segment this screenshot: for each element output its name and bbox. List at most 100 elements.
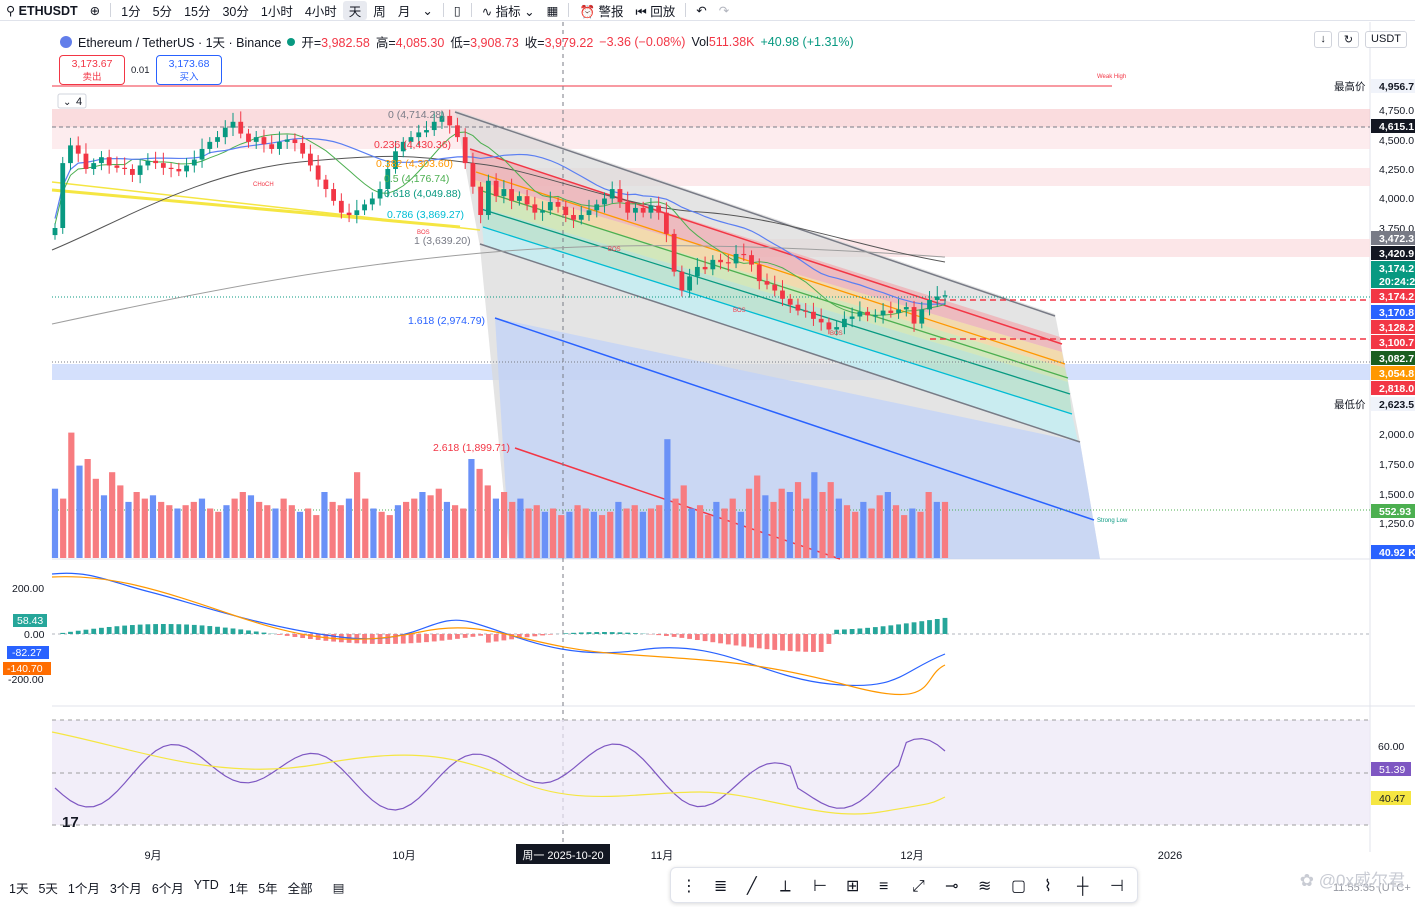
price-tick-label: 1,500.0 bbox=[1379, 489, 1414, 501]
macd-histogram-bar bbox=[904, 623, 909, 634]
chevron-down-icon[interactable]: ↓ bbox=[1314, 31, 1332, 48]
interval-7[interactable]: 周 bbox=[367, 1, 392, 20]
compare-button[interactable]: ⊕ bbox=[84, 3, 106, 18]
chart-type-button[interactable]: ▯ bbox=[448, 3, 467, 18]
volume-bar bbox=[574, 505, 580, 558]
macd-histogram-bar bbox=[432, 634, 437, 641]
toolbar-divider bbox=[568, 3, 569, 17]
interval-2[interactable]: 15分 bbox=[178, 1, 216, 20]
range-7[interactable]: 5年 bbox=[253, 878, 282, 897]
range-5[interactable]: YTD bbox=[189, 878, 224, 897]
drawing-tool-icon[interactable]: ⊸ bbox=[945, 878, 958, 895]
range-3[interactable]: 3个月 bbox=[105, 878, 147, 897]
drawing-tool-icon[interactable]: ⊢ bbox=[813, 878, 827, 895]
high-price-label: 最高价 bbox=[1334, 80, 1366, 93]
interval-dropdown[interactable]: ⌄ bbox=[416, 3, 438, 18]
candle-body bbox=[734, 254, 739, 263]
range-1[interactable]: 5天 bbox=[33, 878, 62, 897]
candle-body bbox=[935, 296, 940, 300]
candle-body bbox=[378, 189, 383, 198]
interval-6[interactable]: 天 bbox=[343, 1, 368, 20]
macd-histogram-bar bbox=[827, 634, 832, 644]
legend-change: −3.36 (−0.08%) bbox=[599, 35, 685, 49]
macd-histogram-bar bbox=[726, 634, 731, 644]
candle-body bbox=[571, 215, 576, 220]
drawing-tool-icon[interactable]: ⟂ bbox=[780, 878, 791, 895]
undo-icon[interactable]: ↶ bbox=[690, 3, 712, 18]
range-2[interactable]: 1个月 bbox=[63, 878, 105, 897]
volume-bar bbox=[403, 502, 409, 558]
range-6[interactable]: 1年 bbox=[224, 878, 253, 897]
macd-histogram-bar bbox=[525, 634, 530, 637]
volume-bar bbox=[272, 509, 278, 559]
indicators-button[interactable]: ∿ 指标 ⌄ bbox=[476, 1, 541, 20]
interval-5[interactable]: 4小时 bbox=[299, 1, 343, 20]
candle-body bbox=[718, 260, 723, 262]
candle-body bbox=[710, 260, 715, 269]
candle-body bbox=[130, 169, 135, 175]
volume-bar bbox=[460, 509, 466, 559]
legend-open: 3,982.58 bbox=[321, 36, 370, 50]
candle-body bbox=[618, 189, 623, 202]
interval-8[interactable]: 月 bbox=[392, 1, 417, 20]
macd-histogram-bar bbox=[765, 634, 770, 649]
range-0[interactable]: 1天 bbox=[4, 878, 33, 897]
macd-histogram-bar bbox=[99, 628, 104, 634]
volume-bar bbox=[199, 499, 205, 558]
replay-button[interactable]: ⏮ 回放 bbox=[630, 1, 682, 20]
redo-icon[interactable]: ↷ bbox=[713, 3, 735, 18]
structure-annotation: BOS bbox=[417, 230, 430, 236]
drawing-tool-icon[interactable]: ╱ bbox=[746, 876, 758, 895]
candle-body bbox=[471, 163, 476, 187]
drawing-tool-icon[interactable]: ≋ bbox=[978, 878, 991, 895]
drawing-tool-icon[interactable]: ⊣ bbox=[1110, 878, 1124, 895]
time-tick-label: 9月 bbox=[144, 850, 161, 862]
drawing-tool-icon[interactable]: ⋮ bbox=[681, 878, 697, 895]
candle-body bbox=[610, 189, 615, 198]
macd-histogram-bar bbox=[223, 628, 228, 634]
currency-button[interactable]: USDT bbox=[1365, 31, 1407, 48]
macd-histogram-bar bbox=[231, 628, 236, 634]
indicators-label: 指标 bbox=[496, 5, 521, 19]
range-4[interactable]: 6个月 bbox=[147, 878, 189, 897]
interval-3[interactable]: 30分 bbox=[216, 1, 254, 20]
macd-histogram-bar bbox=[896, 624, 901, 634]
legend-low-label: 低= bbox=[450, 36, 470, 50]
candle-body bbox=[904, 307, 909, 309]
candle-body bbox=[323, 180, 328, 189]
macd-histogram-bar bbox=[447, 634, 452, 640]
price-tick-label: 1,750.0 bbox=[1379, 459, 1414, 471]
candle-body bbox=[231, 122, 236, 128]
volume-bar bbox=[134, 492, 140, 558]
drawing-tool-icon[interactable]: ┼ bbox=[1076, 876, 1089, 896]
alert-button[interactable]: ⏰ 警报 bbox=[573, 1, 629, 20]
macd-histogram-bar bbox=[285, 634, 290, 636]
drawing-tool-icon[interactable]: ≡ bbox=[879, 878, 888, 895]
drawing-tool-icon[interactable]: ⌇ bbox=[1044, 878, 1052, 895]
volume-bar bbox=[623, 509, 629, 559]
macd-histogram-bar bbox=[927, 620, 932, 634]
drawing-tool-icon[interactable]: ⤢ bbox=[912, 878, 925, 895]
candle-body bbox=[53, 228, 58, 235]
sell-button[interactable]: 3,173.67 卖出 bbox=[59, 55, 125, 85]
layouts-icon[interactable]: ▦ bbox=[541, 3, 565, 18]
drawing-tool-icon[interactable]: ≣ bbox=[714, 878, 727, 895]
date-range-icon[interactable]: ▤ bbox=[328, 880, 350, 895]
candle-body bbox=[927, 300, 932, 309]
interval-0[interactable]: 1分 bbox=[115, 1, 146, 20]
macd-histogram-bar bbox=[811, 634, 816, 652]
drawing-tool-icon[interactable]: ▢ bbox=[1011, 878, 1026, 895]
price-chart[interactable]: 4,750.04,500.04,250.04,000.03,750.02,000… bbox=[0, 22, 1415, 872]
interval-4[interactable]: 1小时 bbox=[255, 1, 299, 20]
structure-annotation: CHoCH bbox=[253, 182, 274, 188]
candle-body bbox=[285, 140, 290, 142]
range-8[interactable]: 全部 bbox=[283, 878, 318, 897]
interval-1[interactable]: 5分 bbox=[147, 1, 178, 20]
macd-histogram-bar bbox=[254, 631, 259, 634]
symbol-search[interactable]: ⚲ ETHUSDT bbox=[0, 3, 84, 18]
refresh-icon[interactable]: ↻ bbox=[1338, 31, 1359, 48]
macd-histogram-bar bbox=[788, 634, 793, 651]
drawing-tool-icon[interactable]: ⊞ bbox=[846, 878, 859, 895]
buy-button[interactable]: 3,173.68 买入 bbox=[156, 55, 222, 85]
